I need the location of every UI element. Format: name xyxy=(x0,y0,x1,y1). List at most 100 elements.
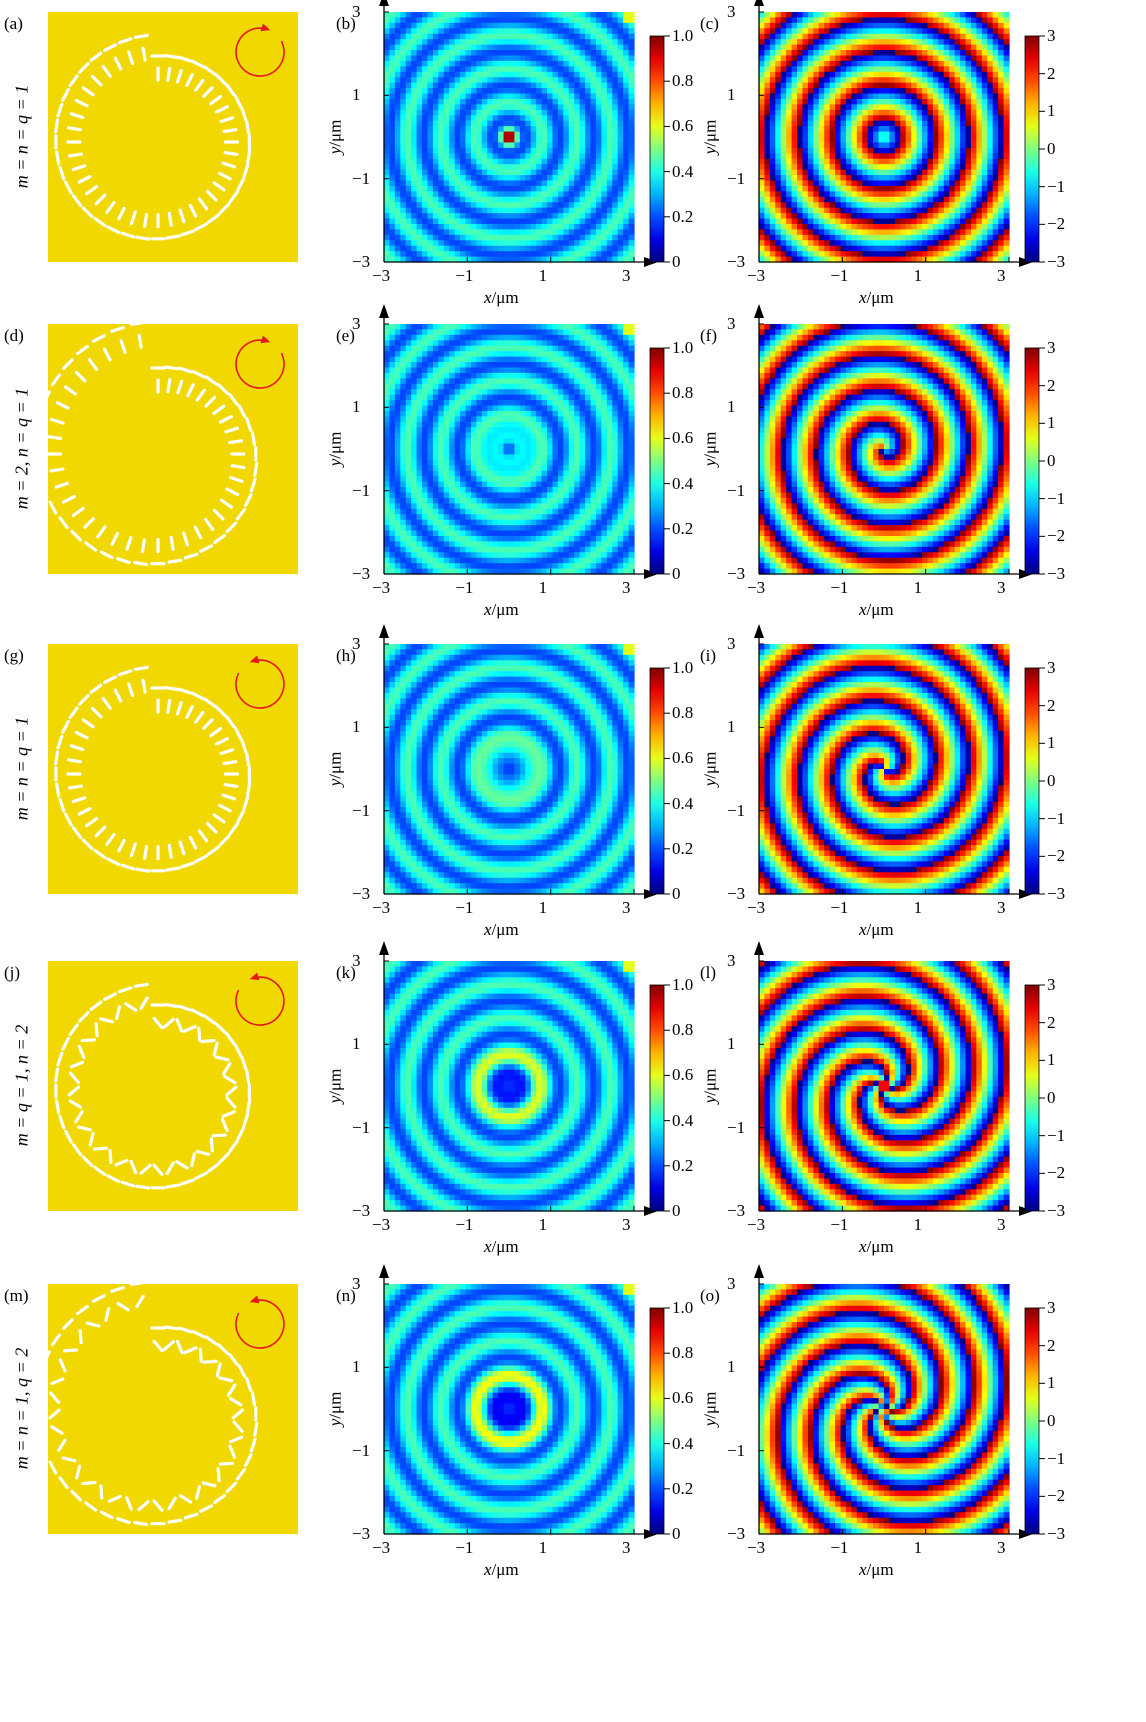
colorbar-tick-label: −2 xyxy=(1047,1163,1065,1183)
colorbar-tick-label: 0.2 xyxy=(672,519,693,539)
x-tick-label: 1 xyxy=(914,898,923,918)
y-tick-label: 1 xyxy=(727,717,736,737)
x-axis-var: x xyxy=(484,1560,492,1579)
y-axis-title: y/μm xyxy=(700,1392,720,1427)
y-axis-title: y/μm xyxy=(325,1392,345,1427)
y-tick-label: 3 xyxy=(727,2,736,22)
x-tick-label: −1 xyxy=(830,578,848,598)
x-axis-var: x xyxy=(484,288,492,307)
x-axis-title: x/μm xyxy=(484,920,519,940)
panel-label: (e) xyxy=(336,326,355,346)
colorbar-tick-label: 0.4 xyxy=(672,162,693,182)
colorbar-tick-label: 0 xyxy=(672,1524,681,1544)
x-tick-label: −3 xyxy=(372,1538,390,1558)
y-tick-label: 1 xyxy=(727,1357,736,1377)
x-tick-label: 1 xyxy=(539,578,548,598)
y-tick-label: 1 xyxy=(352,1034,361,1054)
colorbar-tick-label: 0 xyxy=(1047,771,1056,791)
y-axis-unit: /μm xyxy=(325,432,344,459)
y-axis-var: y xyxy=(700,779,719,787)
colorbar-tick-label: 0 xyxy=(1047,1088,1056,1108)
colorbar-tick-label: 0 xyxy=(672,1201,681,1221)
colorbar-tick-label: −3 xyxy=(1047,1524,1065,1544)
x-axis-unit: /μm xyxy=(492,1237,519,1256)
phase-heatmap xyxy=(759,943,1045,1212)
x-tick-label: −3 xyxy=(747,1215,765,1235)
colorbar-tick-label: −1 xyxy=(1047,1126,1065,1146)
intensity-heatmap xyxy=(384,943,670,1212)
intensity-heatmap xyxy=(384,1266,670,1535)
x-tick-label: −1 xyxy=(455,578,473,598)
colorbar-tick-label: −2 xyxy=(1047,526,1065,546)
y-axis-unit: /μm xyxy=(325,752,344,779)
y-tick-label: 1 xyxy=(352,717,361,737)
intensity-heatmap xyxy=(384,306,670,575)
row-label: m = n = 1, q = 2 xyxy=(12,1339,33,1479)
y-axis-unit: /μm xyxy=(325,1392,344,1419)
structure-panel xyxy=(48,961,298,1211)
x-tick-label: 1 xyxy=(539,1215,548,1235)
panel-label: (g) xyxy=(4,646,24,666)
panel-label: (o) xyxy=(700,1286,720,1306)
x-tick-label: 1 xyxy=(914,1215,923,1235)
x-tick-label: 1 xyxy=(539,898,548,918)
colorbar-tick-label: 0.4 xyxy=(672,1111,693,1131)
x-axis-title: x/μm xyxy=(859,920,894,940)
x-tick-label: −1 xyxy=(830,1215,848,1235)
colorbar-tick-label: 2 xyxy=(1047,64,1056,84)
y-tick-label: −1 xyxy=(727,1118,745,1138)
structure-panel xyxy=(48,12,298,262)
y-axis-var: y xyxy=(325,459,344,467)
colorbar-tick-label: 2 xyxy=(1047,1336,1056,1356)
y-tick-label: −3 xyxy=(727,564,745,584)
structure-panel xyxy=(36,1283,298,1534)
y-tick-label: −3 xyxy=(727,884,745,904)
x-tick-label: −1 xyxy=(455,266,473,286)
y-tick-label: −1 xyxy=(727,801,745,821)
x-axis-var: x xyxy=(859,920,867,939)
colorbar-tick-label: 0.4 xyxy=(672,1434,693,1454)
y-tick-label: 1 xyxy=(727,397,736,417)
x-axis-unit: /μm xyxy=(867,288,894,307)
x-tick-label: 1 xyxy=(914,578,923,598)
y-axis-unit: /μm xyxy=(325,1069,344,1096)
row-label: m = q = 1, n = 2 xyxy=(12,1016,33,1156)
colorbar-tick-label: 1 xyxy=(1047,101,1056,121)
x-axis-unit: /μm xyxy=(492,1560,519,1579)
colorbar-tick-label: 3 xyxy=(1047,1298,1056,1318)
panel-label: (d) xyxy=(4,326,24,346)
colorbar-tick-label: 2 xyxy=(1047,376,1056,396)
x-axis-unit: /μm xyxy=(492,920,519,939)
y-tick-label: 3 xyxy=(727,1274,736,1294)
colorbar-tick-label: −2 xyxy=(1047,1486,1065,1506)
colorbar-tick-label: 1 xyxy=(1047,413,1056,433)
x-axis-title: x/μm xyxy=(859,288,894,308)
x-axis-unit: /μm xyxy=(492,288,519,307)
y-tick-label: −3 xyxy=(352,1201,370,1221)
colorbar-tick-label: 1 xyxy=(1047,1373,1056,1393)
y-tick-label: −3 xyxy=(727,252,745,272)
x-tick-label: −3 xyxy=(747,578,765,598)
x-axis-var: x xyxy=(484,920,492,939)
x-axis-var: x xyxy=(859,288,867,307)
x-tick-label: 1 xyxy=(914,266,923,286)
colorbar-tick-label: 0.2 xyxy=(672,839,693,859)
x-tick-label: −3 xyxy=(372,266,390,286)
phase-heatmap xyxy=(759,0,1045,263)
x-axis-title: x/μm xyxy=(484,1560,519,1580)
x-axis-unit: /μm xyxy=(867,1560,894,1579)
colorbar-tick-label: 1.0 xyxy=(672,26,693,46)
y-tick-label: −1 xyxy=(352,169,370,189)
x-tick-label: 3 xyxy=(622,1215,631,1235)
y-tick-label: 1 xyxy=(352,397,361,417)
panel-label: (i) xyxy=(700,646,716,666)
x-tick-label: −1 xyxy=(455,1215,473,1235)
y-axis-title: y/μm xyxy=(700,120,720,155)
structure-panel xyxy=(48,644,298,894)
colorbar-tick-label: 0.2 xyxy=(672,207,693,227)
row-label: m = 2, n = q = 1 xyxy=(12,379,33,519)
y-tick-label: 1 xyxy=(352,1357,361,1377)
panel-label: (m) xyxy=(4,1286,29,1306)
y-axis-title: y/μm xyxy=(325,1069,345,1104)
panel-label: (b) xyxy=(336,14,356,34)
